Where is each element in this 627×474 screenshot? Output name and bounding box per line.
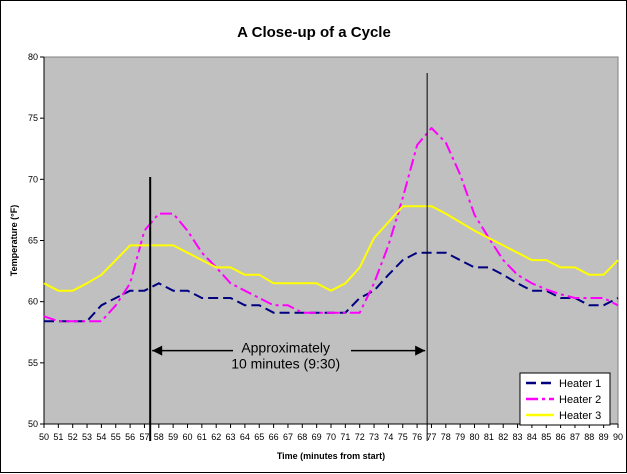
x-tick-label: 62 <box>211 432 221 442</box>
x-tick-label: 51 <box>53 432 63 442</box>
x-tick-label: 57 <box>139 432 149 442</box>
x-tick-label: 88 <box>584 432 594 442</box>
y-tick-label: 60 <box>28 297 38 307</box>
x-tick-label: 54 <box>96 432 106 442</box>
x-tick-label: 68 <box>297 432 307 442</box>
y-tick-label: 50 <box>28 419 38 429</box>
legend: Heater 1 Heater 2 Heater 3 <box>519 372 611 426</box>
x-tick-label: 71 <box>340 432 350 442</box>
x-tick-label: 77 <box>426 432 436 442</box>
x-tick-label: 60 <box>182 432 192 442</box>
marker-layer <box>149 73 428 441</box>
x-tick-label: 75 <box>398 432 408 442</box>
x-tick-label: 66 <box>269 432 279 442</box>
x-tick-label: 74 <box>383 432 393 442</box>
series-layer <box>43 127 619 323</box>
x-tick-label: 76 <box>412 432 422 442</box>
x-tick-label: 78 <box>441 432 451 442</box>
x-tick-label: 85 <box>541 432 551 442</box>
x-tick-label: 69 <box>312 432 322 442</box>
x-tick-label: 90 <box>613 432 623 442</box>
series-line-heater-3 <box>43 205 619 292</box>
legend-label-heater-2: Heater 2 <box>559 394 601 406</box>
x-tick-label: 50 <box>39 432 49 442</box>
x-tick-label: 81 <box>484 432 494 442</box>
x-tick-label: 67 <box>283 432 293 442</box>
y-tick-label: 55 <box>28 358 38 368</box>
annotation-line-2: 10 minutes (9:30) <box>231 356 340 372</box>
legend-label-heater-1: Heater 1 <box>559 378 601 390</box>
x-tick-label: 61 <box>197 432 207 442</box>
arrow-head-left <box>152 345 163 356</box>
x-tick-label: 59 <box>168 432 178 442</box>
x-tick-label: 70 <box>326 432 336 442</box>
x-tick-label: 65 <box>254 432 264 442</box>
x-tick-label: 87 <box>570 432 580 442</box>
x-tick-label: 64 <box>240 432 250 442</box>
plot-area <box>43 56 619 425</box>
x-tick-label: 53 <box>82 432 92 442</box>
chart-title: A Close-up of a Cycle <box>237 24 391 41</box>
x-tick-label: 89 <box>599 432 609 442</box>
x-tick-label: 80 <box>469 432 479 442</box>
x-tick-label: 52 <box>68 432 78 442</box>
x-tick-label: 56 <box>125 432 135 442</box>
x-tick-label: 86 <box>556 432 566 442</box>
y-tick-label: 70 <box>28 174 38 184</box>
x-tick-label: 73 <box>369 432 379 442</box>
annotation: Approximately 10 minutes (9:30) <box>152 340 426 372</box>
x-tick-label: 79 <box>455 432 465 442</box>
arrow-head-right <box>415 345 426 356</box>
x-tick-label: 72 <box>355 432 365 442</box>
x-tick-label: 82 <box>498 432 508 442</box>
x-axis: 50 51 52 53 54 55 56 57 58 59 60 61 62 63 64 65 66 67 68 69… <box>39 423 623 442</box>
x-tick-label: 58 <box>154 432 164 442</box>
x-tick-label: 84 <box>527 432 537 442</box>
y-axis: 50 55 60 65 70 75 80 <box>28 52 45 429</box>
series-line-heater-2 <box>43 127 619 323</box>
x-tick-label: 63 <box>226 432 236 442</box>
x-tick-label: 55 <box>111 432 121 442</box>
annotation-line-1: Approximately <box>241 340 330 356</box>
y-tick-label: 80 <box>28 52 38 62</box>
y-tick-label: 65 <box>28 236 38 246</box>
y-tick-label: 75 <box>28 113 38 123</box>
x-tick-label: 83 <box>513 432 523 442</box>
legend-label-heater-3: Heater 3 <box>559 410 601 422</box>
x-axis-label: Time (minutes from start) <box>277 451 385 461</box>
y-axis-label: Temperature (°F) <box>9 205 19 276</box>
